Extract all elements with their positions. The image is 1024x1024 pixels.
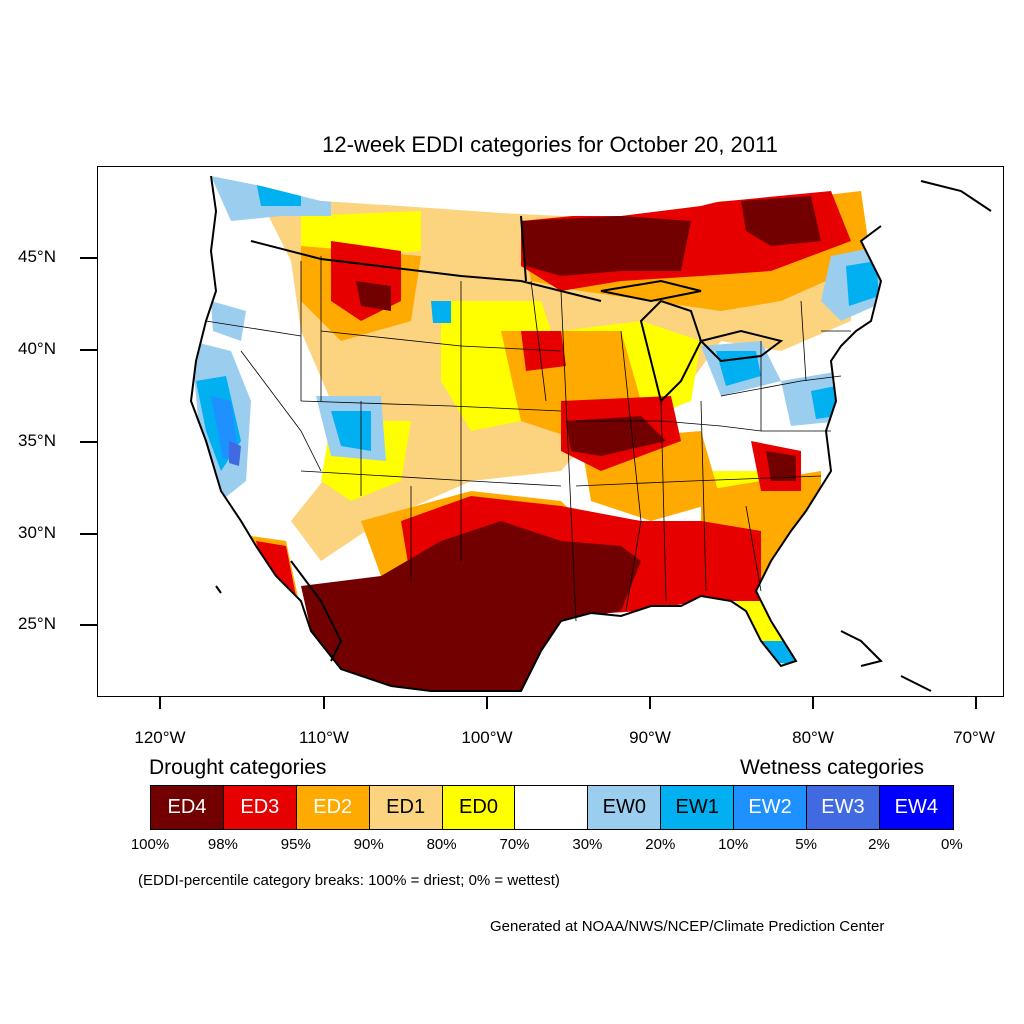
longitude-label: 80°W — [792, 728, 834, 747]
wetness-legend-heading: Wetness categories — [740, 756, 925, 779]
percentile-label: 90% — [353, 836, 384, 853]
legend-box-ed1: ED1 — [369, 786, 443, 829]
legend-box-ed2: ED2 — [296, 786, 370, 829]
legend-box-ew4: EW4 — [879, 786, 953, 829]
lon-tick — [323, 697, 325, 709]
percentile-label: 30% — [572, 836, 603, 853]
lon-tick — [812, 697, 814, 709]
lat-tick — [80, 624, 97, 626]
legend-box-ew1: EW1 — [661, 786, 735, 829]
percentile-label: 95% — [280, 836, 311, 853]
percentile-label: 0% — [941, 836, 963, 853]
latitude-label: 40°N — [18, 339, 56, 358]
lat-tick — [80, 533, 97, 535]
lat-tick — [80, 441, 97, 443]
legend-box-ew3: EW3 — [807, 786, 880, 829]
lon-tick — [486, 697, 488, 709]
percentile-label: 20% — [645, 836, 676, 853]
eddi-category-fill — [191, 171, 881, 691]
map-panel — [97, 166, 1004, 697]
legend-box-ed0: ED0 — [442, 786, 516, 829]
percentile-label: 10% — [718, 836, 749, 853]
coastline — [189, 175, 992, 692]
legend-box-ed4: ED4 — [151, 786, 224, 829]
legend-box-ew0: EW0 — [588, 786, 662, 829]
longitude-label: 120°W — [134, 728, 186, 747]
lat-tick — [80, 349, 97, 351]
percentile-label: 70% — [499, 836, 530, 853]
longitude-label: 100°W — [461, 728, 513, 747]
latitude-label: 25°N — [18, 614, 56, 633]
latitude-label: 35°N — [18, 431, 56, 450]
latitude-label: 45°N — [18, 247, 56, 266]
legend-box-ew2: EW2 — [734, 786, 808, 829]
credit-line: Generated at NOAA/NWS/NCEP/Climate Predi… — [490, 918, 885, 935]
percentile-label: 80% — [426, 836, 457, 853]
state-boundaries — [205, 256, 851, 622]
longitude-label: 90°W — [629, 728, 671, 747]
lat-tick — [80, 257, 97, 259]
latitude-label: 30°N — [18, 523, 56, 542]
percentile-label: 2% — [868, 836, 890, 853]
category-legend: ED4 ED3 ED2 ED1 ED0 EW0 EW1 EW2 EW3 EW4 — [150, 785, 954, 830]
category-note: (EDDI-percentile category breaks: 100% =… — [138, 872, 560, 889]
eddi-map — [189, 171, 992, 692]
map-title: 12-week EDDI categories for October 20, … — [322, 132, 778, 157]
percentile-label: 98% — [207, 836, 238, 853]
legend-box-normal — [515, 786, 589, 829]
lon-tick — [975, 697, 977, 709]
drought-legend-heading: Drought categories — [149, 756, 327, 779]
longitude-label: 110°W — [299, 728, 349, 747]
lon-tick — [649, 697, 651, 709]
legend-box-ed3: ED3 — [223, 786, 297, 829]
longitude-label: 70°W — [953, 728, 995, 747]
lon-tick — [159, 697, 161, 709]
percentile-label: 5% — [795, 836, 817, 853]
percentile-label: 100% — [130, 836, 170, 853]
